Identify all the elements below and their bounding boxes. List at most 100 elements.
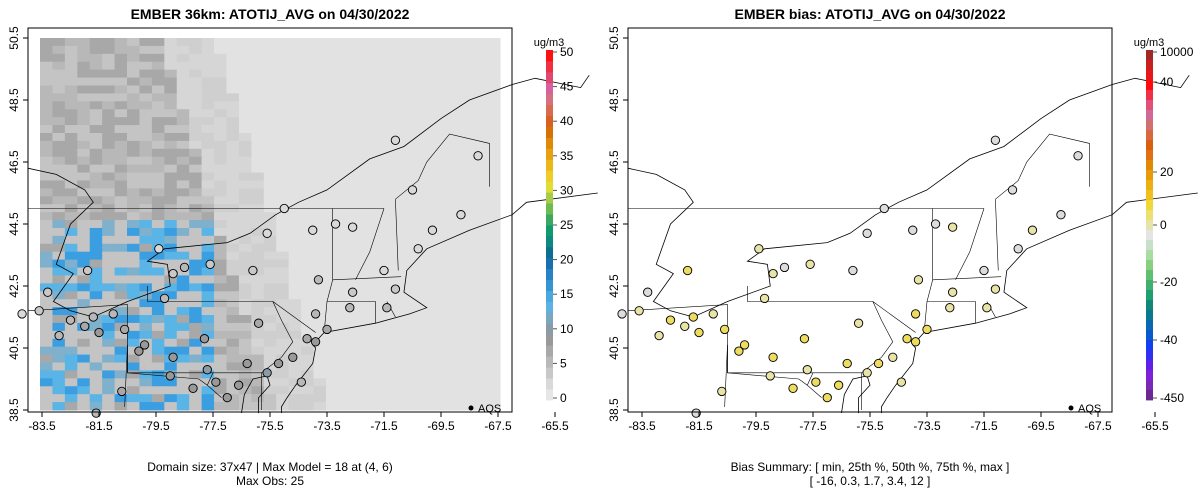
grid-cell bbox=[462, 243, 476, 253]
grid-cell bbox=[437, 45, 451, 55]
grid-cell bbox=[77, 307, 91, 316]
grid-cell bbox=[350, 338, 364, 348]
grid-cell bbox=[475, 38, 489, 47]
grid-cell bbox=[127, 45, 140, 55]
grid-cell bbox=[437, 69, 451, 79]
grid-cell bbox=[77, 243, 91, 253]
grid-cell bbox=[114, 196, 128, 205]
grid-cell bbox=[176, 101, 190, 110]
grid-cell bbox=[114, 307, 128, 316]
grid-cell bbox=[437, 307, 451, 316]
grid-cell bbox=[412, 394, 426, 403]
station-marker bbox=[768, 352, 778, 362]
grid-cell bbox=[412, 156, 426, 166]
grid-cell bbox=[263, 346, 277, 356]
colorbar-segment bbox=[546, 257, 553, 270]
grid-cell bbox=[64, 93, 78, 102]
grid-cell bbox=[214, 235, 227, 245]
grid-cell bbox=[102, 117, 116, 126]
station-marker bbox=[945, 303, 955, 313]
grid-cell bbox=[338, 180, 352, 189]
grid-cell bbox=[263, 180, 277, 189]
grid-cell bbox=[226, 69, 240, 79]
grid-cell bbox=[276, 315, 290, 324]
grid-cell bbox=[164, 85, 178, 94]
grid-cell bbox=[425, 212, 439, 221]
grid-cell bbox=[251, 291, 265, 300]
grid-cell bbox=[313, 172, 327, 181]
station-marker bbox=[902, 334, 912, 344]
grid-cell bbox=[114, 362, 128, 371]
grid-cell bbox=[201, 140, 215, 150]
grid-cell bbox=[226, 140, 240, 150]
grid-cell bbox=[64, 125, 78, 134]
grid-cell bbox=[52, 362, 66, 371]
grid-cell bbox=[375, 220, 389, 229]
grid-cell bbox=[363, 322, 377, 332]
grid-cell bbox=[288, 362, 302, 371]
grid-cell bbox=[487, 69, 501, 79]
grid-cell bbox=[375, 378, 389, 387]
grid-cell bbox=[102, 164, 116, 174]
grid-cell bbox=[388, 227, 402, 237]
grid-cell bbox=[127, 338, 140, 348]
station-marker bbox=[34, 306, 44, 316]
grid-cell bbox=[425, 53, 439, 63]
grid-cell bbox=[475, 156, 489, 166]
grid-cell bbox=[338, 330, 352, 340]
grid-cell bbox=[288, 85, 302, 94]
grid-cell bbox=[288, 180, 302, 189]
grid-cell bbox=[263, 235, 277, 245]
grid-cell bbox=[412, 61, 426, 71]
grid-cell bbox=[189, 370, 203, 379]
grid-cell bbox=[412, 275, 426, 284]
grid-cell bbox=[238, 354, 252, 364]
grid-cell bbox=[350, 354, 364, 364]
grid-cell bbox=[164, 315, 178, 324]
grid-cell bbox=[251, 53, 265, 63]
grid-cell bbox=[139, 53, 153, 63]
grid-cell bbox=[127, 315, 140, 324]
grid-cell bbox=[263, 140, 277, 150]
grid-cell bbox=[52, 77, 66, 86]
grid-cell bbox=[325, 172, 339, 181]
grid-cell bbox=[462, 315, 476, 324]
grid-cell bbox=[325, 117, 339, 126]
grid-cell bbox=[288, 267, 302, 276]
grid-cell bbox=[437, 172, 451, 181]
grid-cell bbox=[40, 69, 53, 79]
grid-cell bbox=[263, 322, 277, 332]
grid-cell bbox=[263, 212, 277, 221]
grid-cell bbox=[276, 267, 290, 276]
grid-cell bbox=[64, 346, 78, 356]
grid-cell bbox=[139, 299, 153, 308]
grid-cell bbox=[325, 101, 339, 110]
station-marker bbox=[302, 334, 312, 344]
grid-cell bbox=[151, 338, 165, 348]
grid-cell bbox=[226, 243, 240, 253]
station-marker bbox=[888, 352, 898, 362]
grid-cell bbox=[52, 346, 66, 356]
grid-cell bbox=[325, 346, 339, 356]
grid-cell bbox=[288, 227, 302, 237]
grid-cell bbox=[301, 117, 315, 126]
grid-cell bbox=[363, 402, 377, 411]
grid-cell bbox=[226, 53, 240, 63]
grid-cell bbox=[164, 140, 178, 150]
grid-cell bbox=[288, 188, 302, 197]
station-marker bbox=[262, 228, 272, 238]
grid-cell bbox=[64, 354, 78, 364]
grid-cell bbox=[77, 172, 91, 181]
grid-cell bbox=[487, 322, 501, 332]
grid-cell bbox=[288, 61, 302, 71]
grid-cell bbox=[52, 132, 66, 142]
grid-cell bbox=[388, 251, 402, 261]
grid-cell bbox=[226, 378, 240, 387]
grid-cell bbox=[226, 299, 240, 308]
grid-cell bbox=[301, 156, 315, 166]
grid-cell bbox=[127, 362, 140, 371]
grid-cell bbox=[425, 132, 439, 142]
colorbar-segment bbox=[1146, 250, 1153, 261]
grid-cell bbox=[412, 227, 426, 237]
grid-cell bbox=[338, 196, 352, 205]
